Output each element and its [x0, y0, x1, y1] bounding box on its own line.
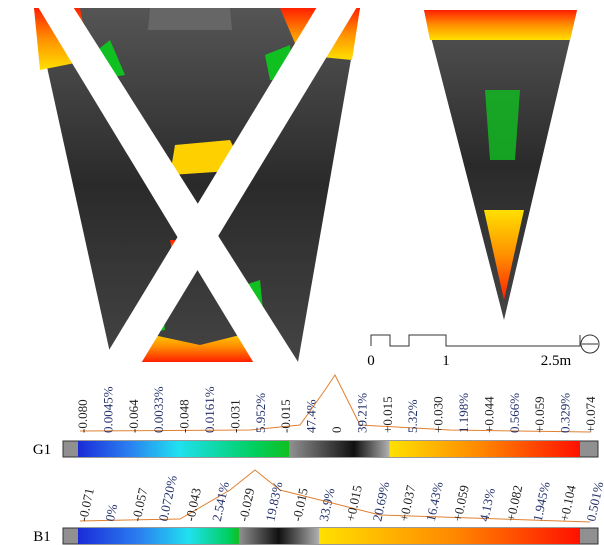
tick-label: -0.031 — [227, 399, 242, 433]
tick-label: +0.074 — [583, 396, 598, 433]
tick-label: -0.064 — [126, 399, 141, 433]
percent-label: 0.0161% — [202, 386, 217, 433]
percent-label: 0.0720% — [155, 474, 179, 523]
tick-label: -0.043 — [182, 487, 204, 523]
tick-label: +0.015 — [380, 396, 395, 433]
percent-label: 16.43% — [423, 480, 446, 522]
colorbar — [78, 528, 580, 544]
percent-label: 0.0045% — [100, 386, 115, 433]
percent-label: 33.9% — [316, 486, 338, 522]
scale-bar — [371, 335, 599, 353]
percent-label: 1.198% — [456, 393, 471, 433]
tick-label: +0.044 — [481, 396, 496, 433]
percent-label: 2.541% — [209, 480, 232, 522]
percent-label: 20.69% — [369, 480, 392, 522]
scale-label: 1 — [442, 353, 450, 369]
percent-label: 5.32% — [405, 399, 420, 433]
percent-label: 19.83% — [262, 480, 285, 522]
tick-label: -0.029 — [236, 487, 258, 523]
percent-label: 0.329% — [558, 393, 573, 433]
scale-label: 0 — [367, 353, 375, 369]
percent-label: 47.4% — [304, 399, 319, 433]
tick-label: -0.080 — [75, 399, 90, 433]
figure-canvas: 0 1 2.5m G1 B1 -0.080 0.0045% -0.064 0.0033… — [0, 0, 604, 545]
percent-label: 1.945% — [530, 480, 553, 522]
percent-label: 4.13% — [476, 486, 498, 522]
deviation-map-right — [424, 10, 577, 320]
tick-label: +0.037 — [396, 483, 418, 522]
tick-label: +0.030 — [431, 396, 446, 433]
percent-label: 39.21% — [354, 393, 369, 433]
percent-label: 0% — [102, 502, 120, 522]
tick-label: +0.082 — [503, 484, 525, 523]
legend-label: G1 — [33, 442, 51, 458]
tick-label: +0.104 — [557, 483, 579, 522]
percent-label: 5.952% — [253, 393, 268, 433]
tick-label: +0.059 — [532, 396, 547, 433]
tick-label: -0.071 — [75, 487, 97, 523]
tick-label: -0.015 — [278, 399, 293, 433]
percent-label: 0.501% — [583, 480, 604, 522]
figure: 0 1 2.5m G1 B1 -0.080 0.0045% -0.064 0.0033… — [0, 0, 604, 545]
legend-label: B1 — [33, 529, 51, 545]
tick-label: -0.048 — [177, 399, 192, 433]
colorbar — [78, 441, 580, 457]
tick-label: +0.059 — [450, 484, 472, 523]
percent-label: 0.0033% — [151, 386, 166, 433]
tick-label: 0 — [329, 427, 344, 434]
deviation-map-left — [34, 2, 360, 365]
tick-label: +0.015 — [343, 484, 365, 523]
tick-label: -0.057 — [129, 486, 151, 522]
percent-label: 0.566% — [507, 393, 522, 433]
tick-label: -0.015 — [289, 487, 311, 523]
scale-label: 2.5m — [541, 353, 572, 369]
